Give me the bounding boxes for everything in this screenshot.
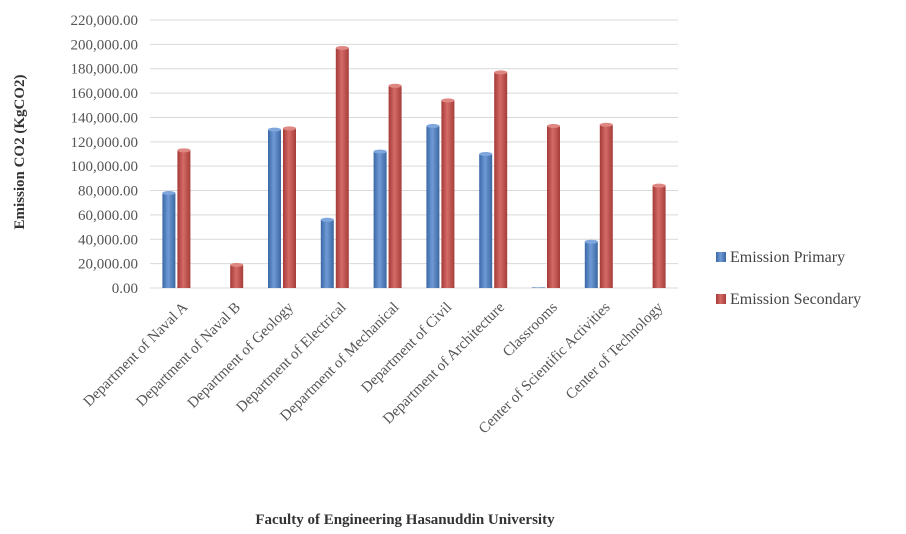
bar-primary-1-cap (162, 190, 176, 195)
bar-primary-7-cap (479, 152, 493, 156)
bar-primary-8 (532, 287, 545, 288)
y-tick-label: 160,000.00 (71, 86, 139, 102)
bar-secondary-1 (177, 150, 191, 288)
y-tick-label: 0.00 (112, 281, 138, 297)
bar-secondary-2 (230, 264, 244, 288)
gridlines (150, 19, 678, 289)
bar-secondary-9-cap (599, 122, 613, 127)
bar-secondary-6-cap (441, 98, 455, 103)
y-tick-label: 180,000.00 (71, 62, 139, 78)
legend-swatch (716, 294, 726, 304)
bar-primary-5 (373, 151, 387, 288)
bar-secondary-5-cap (388, 83, 402, 88)
bar-secondary-1-cap (177, 148, 191, 153)
bar-secondary-7-cap (494, 70, 508, 75)
bar-secondary-5 (388, 85, 402, 288)
bar-secondary-7 (494, 72, 508, 288)
bar-primary-1 (162, 192, 176, 288)
x-category-label: Department of Naval A (81, 299, 192, 410)
bar-primary-5-cap (373, 149, 387, 154)
y-tick-label: 140,000.00 (71, 110, 139, 126)
legend-label: Emission Primary (730, 249, 845, 266)
bars (162, 46, 666, 289)
bar-primary-6-cap (426, 123, 440, 128)
bar-secondary-10 (652, 185, 666, 288)
bar-secondary-4-cap (335, 46, 349, 51)
x-category-label: Department of Naval B (133, 300, 244, 411)
x-category-label: Department of Civil (358, 300, 455, 397)
y-tick-label: 60,000.00 (78, 208, 138, 224)
x-category-label: Center of Technology (563, 299, 667, 403)
y-tick-label: 20,000.00 (78, 257, 138, 273)
y-tick-label: 200,000.00 (71, 37, 139, 53)
y-tick-label: 220,000.00 (71, 13, 139, 29)
y-tick-label: 40,000.00 (78, 232, 138, 248)
y-axis-ticks: 0.00 20,000.00 40,000.00 60,000.00 80,000.00… (71, 13, 139, 297)
bar-secondary-3 (283, 128, 296, 288)
legend: Emission Primary Emission Secondary (716, 249, 861, 308)
bar-secondary-3-cap (283, 126, 296, 131)
y-axis-label: Emission CO2 (KgCO2) (12, 74, 28, 229)
bar-secondary-9 (599, 124, 613, 288)
bar-secondary-8 (547, 125, 560, 289)
y-tick-label: 80,000.00 (78, 184, 138, 200)
bar-primary-3 (268, 129, 281, 288)
legend-label: Emission Secondary (730, 291, 861, 308)
bar-secondary-2-cap (230, 262, 244, 267)
bar-primary-3-cap (268, 127, 281, 132)
x-category-label: Department of Geology (185, 299, 297, 411)
bar-secondary-6 (441, 100, 455, 289)
bar-primary-6 (426, 125, 440, 289)
bar-primary-4-cap (320, 217, 334, 222)
bar-primary-4 (320, 219, 334, 288)
legend-swatch (716, 252, 726, 262)
bar-primary-9 (584, 241, 598, 288)
bar-secondary-8-cap (547, 123, 560, 128)
bar-primary-7 (479, 154, 493, 288)
bar-secondary-4 (335, 48, 349, 288)
y-tick-label: 100,000.00 (71, 159, 139, 175)
bar-primary-9-cap (584, 239, 598, 244)
bar-secondary-10-cap (652, 183, 666, 188)
y-tick-label: 120,000.00 (71, 135, 139, 151)
x-axis-label: Faculty of Engineering Hasanuddin Univer… (255, 512, 555, 528)
